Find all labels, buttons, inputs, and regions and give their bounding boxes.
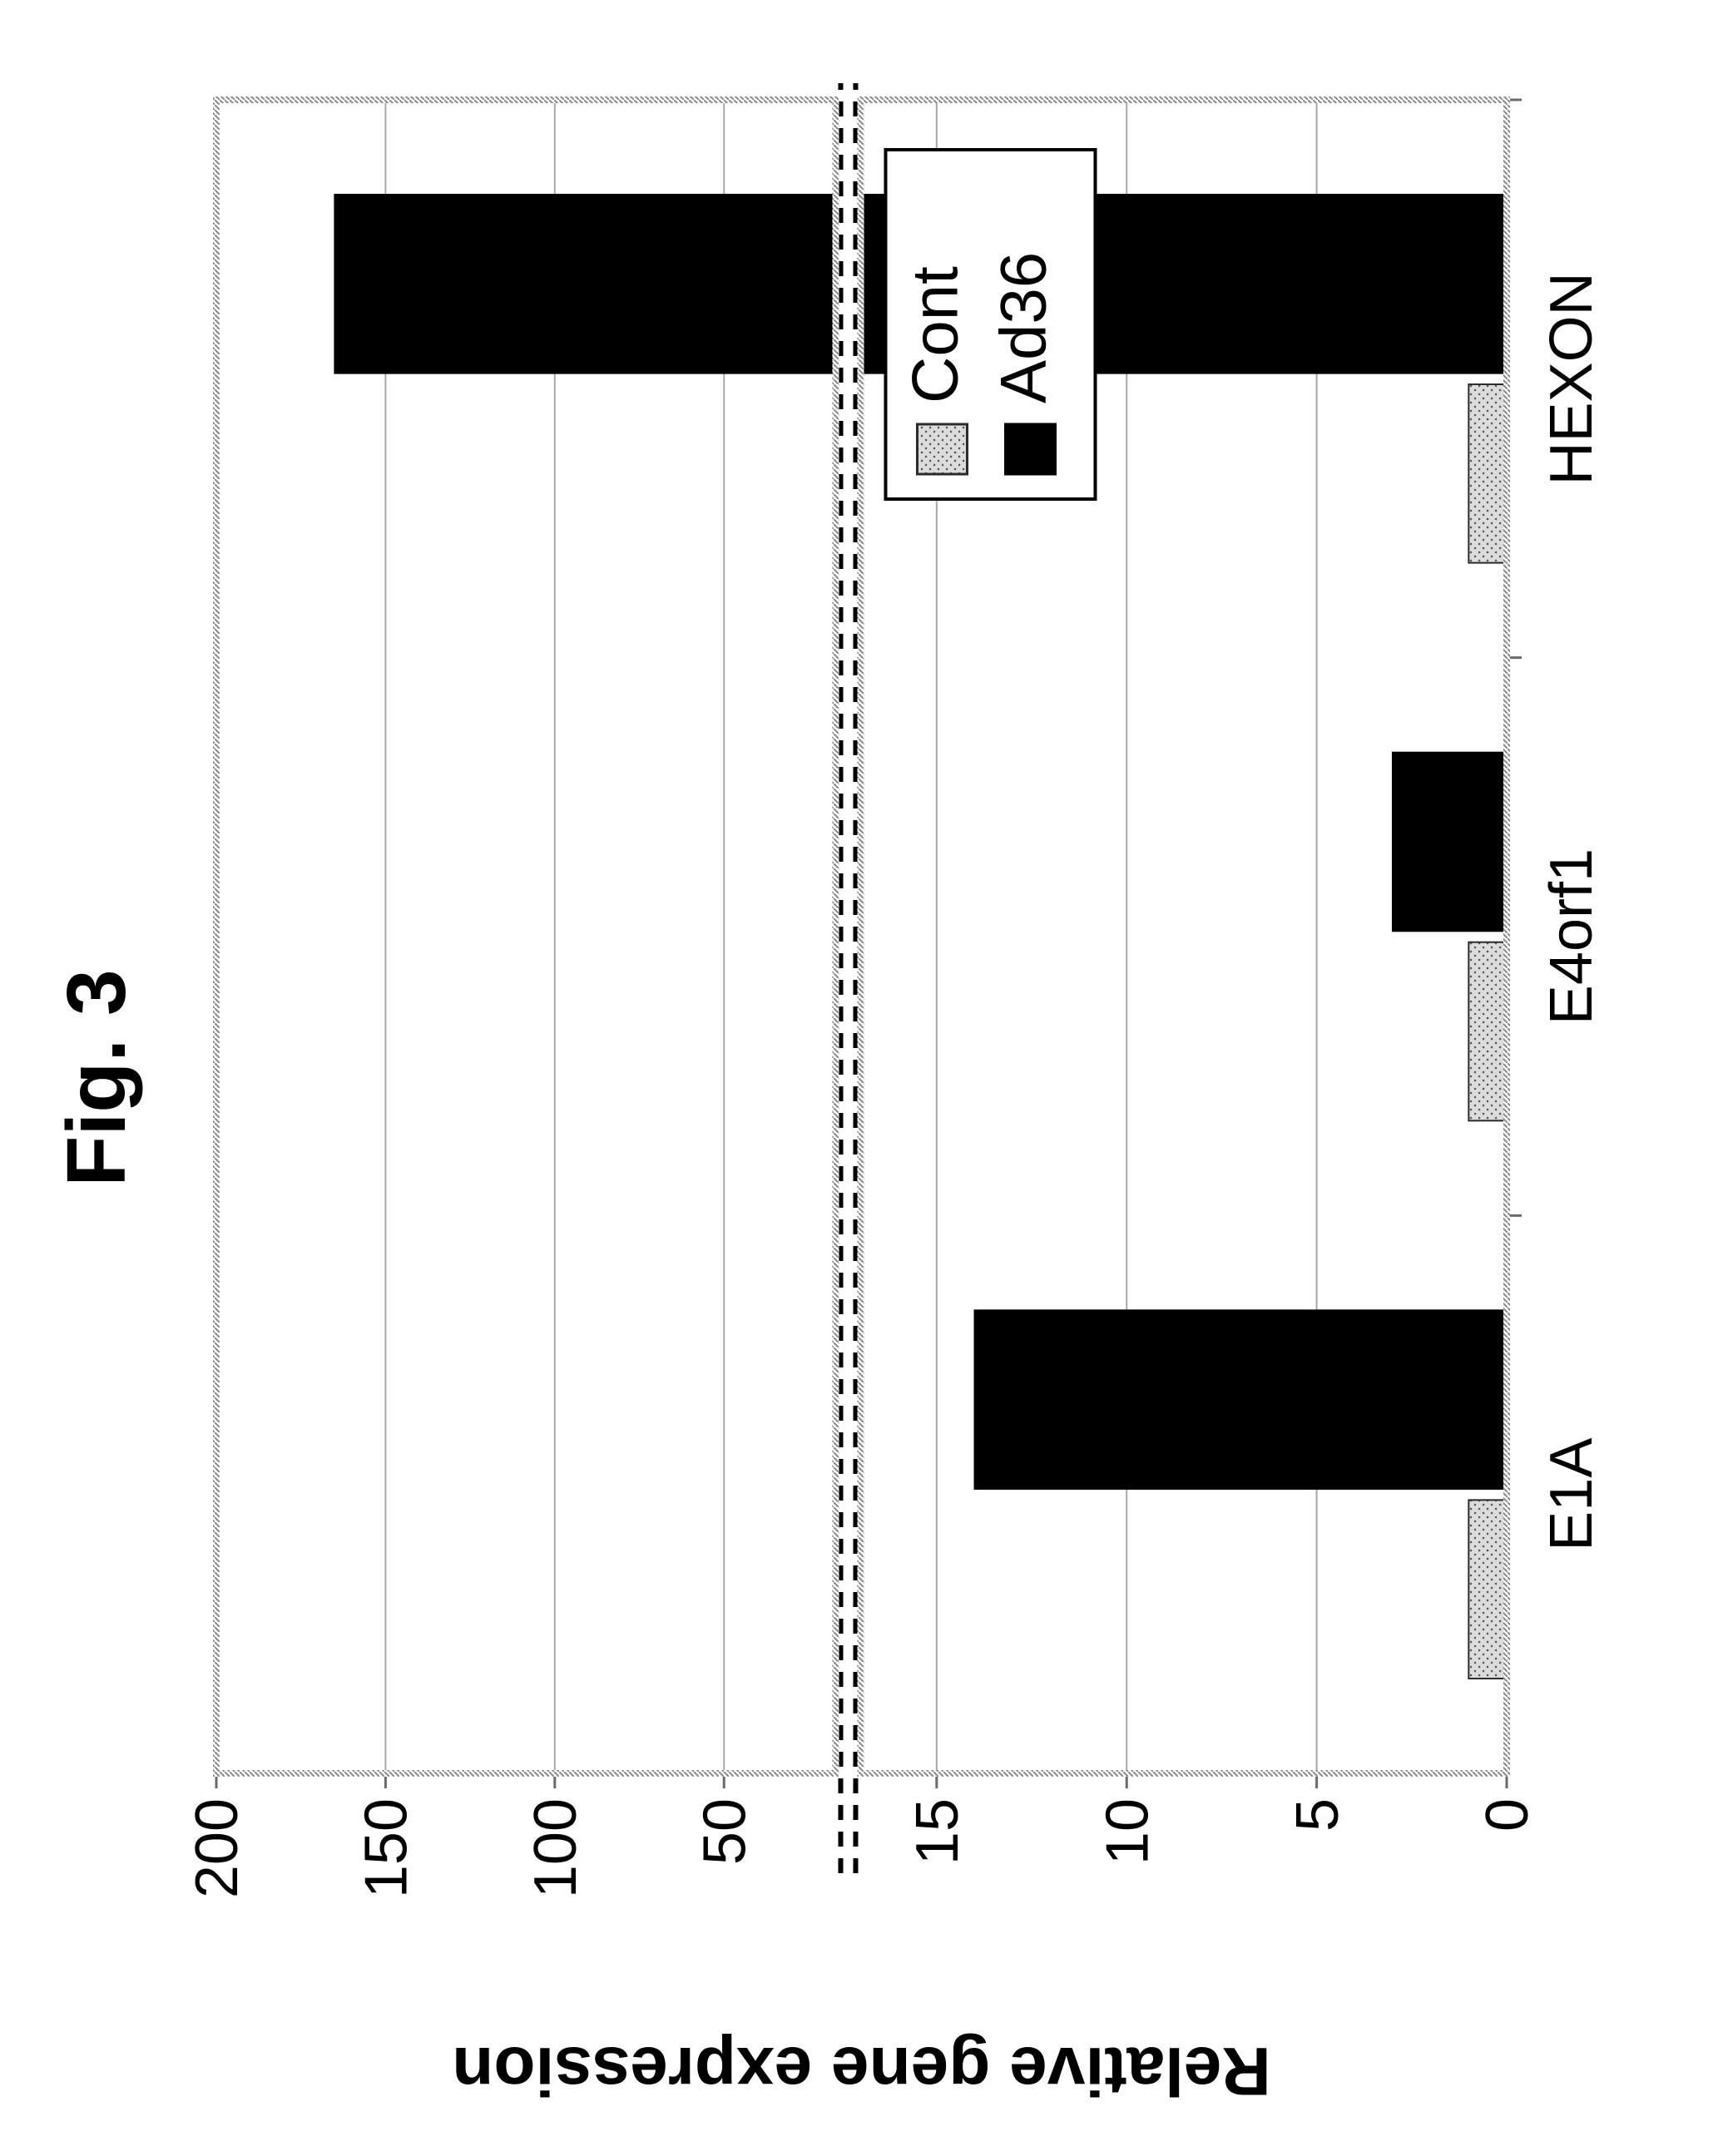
category-label: HEXON xyxy=(1538,272,1605,485)
y-axis-label: Relative gene expression xyxy=(452,2033,1270,2109)
y-tick-label: 10 xyxy=(1094,1798,1161,1865)
bar-ad36 xyxy=(334,195,835,373)
figure-stage: Fig. 3 Relative gene expression 0 5 10 15 50 10… xyxy=(0,0,1723,2156)
legend-label: Ad36 xyxy=(986,252,1059,403)
y-tick-label: 5 xyxy=(1285,1798,1351,1832)
y-tick-label: 200 xyxy=(184,1798,250,1898)
y-tick-label: 50 xyxy=(691,1798,758,1865)
bar-ad36 xyxy=(975,1310,1507,1489)
legend-swatch xyxy=(1005,424,1055,474)
y-tick-label: 100 xyxy=(522,1798,589,1898)
bar-cont xyxy=(1468,942,1507,1121)
bar-cont xyxy=(1468,384,1507,563)
y-tick-label: 150 xyxy=(354,1798,420,1898)
category-label: E1A xyxy=(1538,1438,1605,1551)
figure-title: Fig. 3 xyxy=(50,969,143,1186)
bar-cont xyxy=(1468,1500,1507,1679)
legend-label: Cont xyxy=(898,266,971,403)
y-tick-label: 15 xyxy=(904,1798,971,1865)
chart-svg: Fig. 3 Relative gene expression 0 5 10 15 50 10… xyxy=(0,0,1723,2156)
category-label: E4orf1 xyxy=(1538,848,1605,1025)
y-tick-label: 0 xyxy=(1474,1798,1541,1832)
legend-swatch xyxy=(917,424,967,474)
bar-ad36 xyxy=(1393,753,1507,932)
